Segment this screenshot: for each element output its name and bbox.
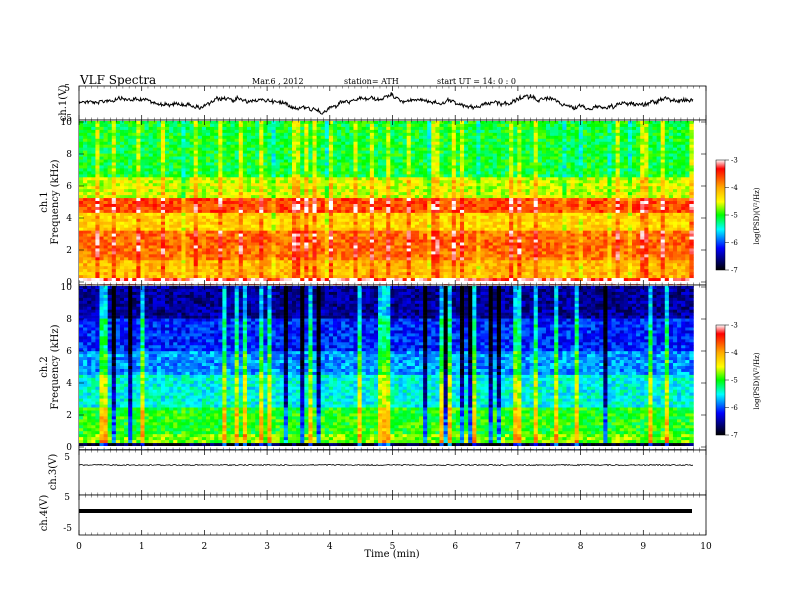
ch1-spec-freq-label: Frequency (kHz) bbox=[50, 159, 61, 244]
ch1-waveform-ylabel: ch.1(V) bbox=[58, 85, 69, 122]
x-tick-label: 6 bbox=[452, 542, 458, 552]
ch2-spec-ylabel: ch.2 bbox=[39, 356, 50, 378]
spec-ytick-label: 4 bbox=[66, 214, 72, 224]
ch4-ytick-bottom: -5 bbox=[63, 524, 72, 534]
x-axis-title: Time (min) bbox=[364, 549, 419, 560]
panel-ch2-spectrogram: ch.2 Frequency (kHz) 10 8 6 4 2 0 bbox=[39, 283, 707, 453]
x-tick-label: 2 bbox=[202, 542, 208, 552]
x-axis: 0 1 2 3 4 5 6 7 8 9 10 bbox=[76, 86, 712, 552]
x-tick-label: 4 bbox=[327, 542, 333, 552]
ch2-spec-freq-label: Frequency (kHz) bbox=[50, 324, 61, 409]
colorbar-tick-label: -5 bbox=[731, 377, 738, 385]
ch1-ytick-bottom: -5 bbox=[63, 114, 72, 124]
ch1-spectrogram-image bbox=[79, 121, 694, 285]
ch2-spectrogram-image bbox=[79, 286, 694, 450]
x-tick-label: 5 bbox=[390, 542, 396, 552]
ch3-waveform-trace bbox=[78, 463, 694, 467]
spec-ytick-label: 0 bbox=[66, 443, 72, 453]
x-tick-label: 3 bbox=[264, 542, 270, 552]
spec-ytick-label: 2 bbox=[66, 246, 72, 256]
colorbar-ch1: -3 -4 -5 -6 -7 log(PSD)(V²/Hz) bbox=[715, 157, 761, 275]
ch4-waveform-ylabel: ch.4(V) bbox=[39, 495, 50, 532]
colorbar-tick-label: -7 bbox=[731, 267, 738, 275]
figure-title: VLF Spectra bbox=[79, 73, 156, 87]
start-ut-label: start UT = 14: 0 : 0 bbox=[437, 77, 516, 86]
colorbar-tick-label: -6 bbox=[731, 404, 738, 412]
date-label: Mar.6 , 2012 bbox=[252, 77, 304, 86]
colorbar-tick-label: -3 bbox=[731, 157, 738, 165]
x-tick-label: 7 bbox=[515, 542, 521, 552]
spec-ytick-label: 2 bbox=[66, 411, 72, 421]
colorbar-tick-label: -3 bbox=[731, 322, 738, 330]
spec-ytick-label: 8 bbox=[66, 315, 72, 325]
colorbar-ch2: -3 -4 -5 -6 -7 log(PSD)(V²/Hz) bbox=[715, 322, 761, 440]
ch1-ytick-top: 5 bbox=[64, 84, 70, 94]
spec-ytick-label: 0 bbox=[66, 278, 72, 288]
spec-ytick-label: 6 bbox=[66, 347, 72, 357]
x-tick-label: 9 bbox=[640, 542, 646, 552]
ch4-ytick-top: 5 bbox=[64, 493, 70, 503]
ch3-ytick-top: 5 bbox=[64, 453, 70, 463]
ch1-waveform-trace bbox=[78, 92, 694, 115]
x-tick-label: 8 bbox=[578, 542, 584, 552]
ch1-spec-ylabel: ch.1 bbox=[39, 191, 50, 213]
ch3-waveform-ylabel: ch.3(V) bbox=[48, 454, 59, 491]
panel-ch1-spectrogram: ch.1 Frequency (kHz) 10 8 6 4 2 0 bbox=[39, 118, 707, 288]
spec-ytick-label: 4 bbox=[66, 379, 72, 389]
spec-ytick-label: 10 bbox=[61, 283, 73, 293]
colorbar-ch1-label: log(PSD)(V²/Hz) bbox=[753, 187, 761, 244]
panel-ch3-waveform: ch.3(V) 5 bbox=[48, 449, 707, 496]
x-tick-label: 1 bbox=[139, 542, 145, 552]
x-tick-label: 10 bbox=[700, 542, 712, 552]
colorbar-tick-label: -5 bbox=[731, 212, 738, 220]
spec-ytick-label: 8 bbox=[66, 150, 72, 160]
colorbar-tick-label: -6 bbox=[731, 239, 738, 247]
spec-ytick-label: 6 bbox=[66, 182, 72, 192]
spec-ytick-label: 10 bbox=[61, 118, 73, 128]
panel-ch4-waveform: ch.4(V) 5 -5 bbox=[39, 493, 707, 536]
colorbar-tick-label: -7 bbox=[731, 432, 738, 440]
station-label: station= ATH bbox=[344, 77, 399, 86]
ch4-waveform-trace bbox=[79, 509, 692, 513]
x-tick-label: 0 bbox=[76, 542, 82, 552]
colorbar-tick-label: -4 bbox=[731, 349, 738, 357]
panel-ch1-waveform: ch.1(V) 5 -5 bbox=[58, 84, 707, 124]
colorbar-ch2-label: log(PSD)(V²/Hz) bbox=[753, 352, 761, 409]
colorbar-tick-label: -4 bbox=[731, 184, 738, 192]
